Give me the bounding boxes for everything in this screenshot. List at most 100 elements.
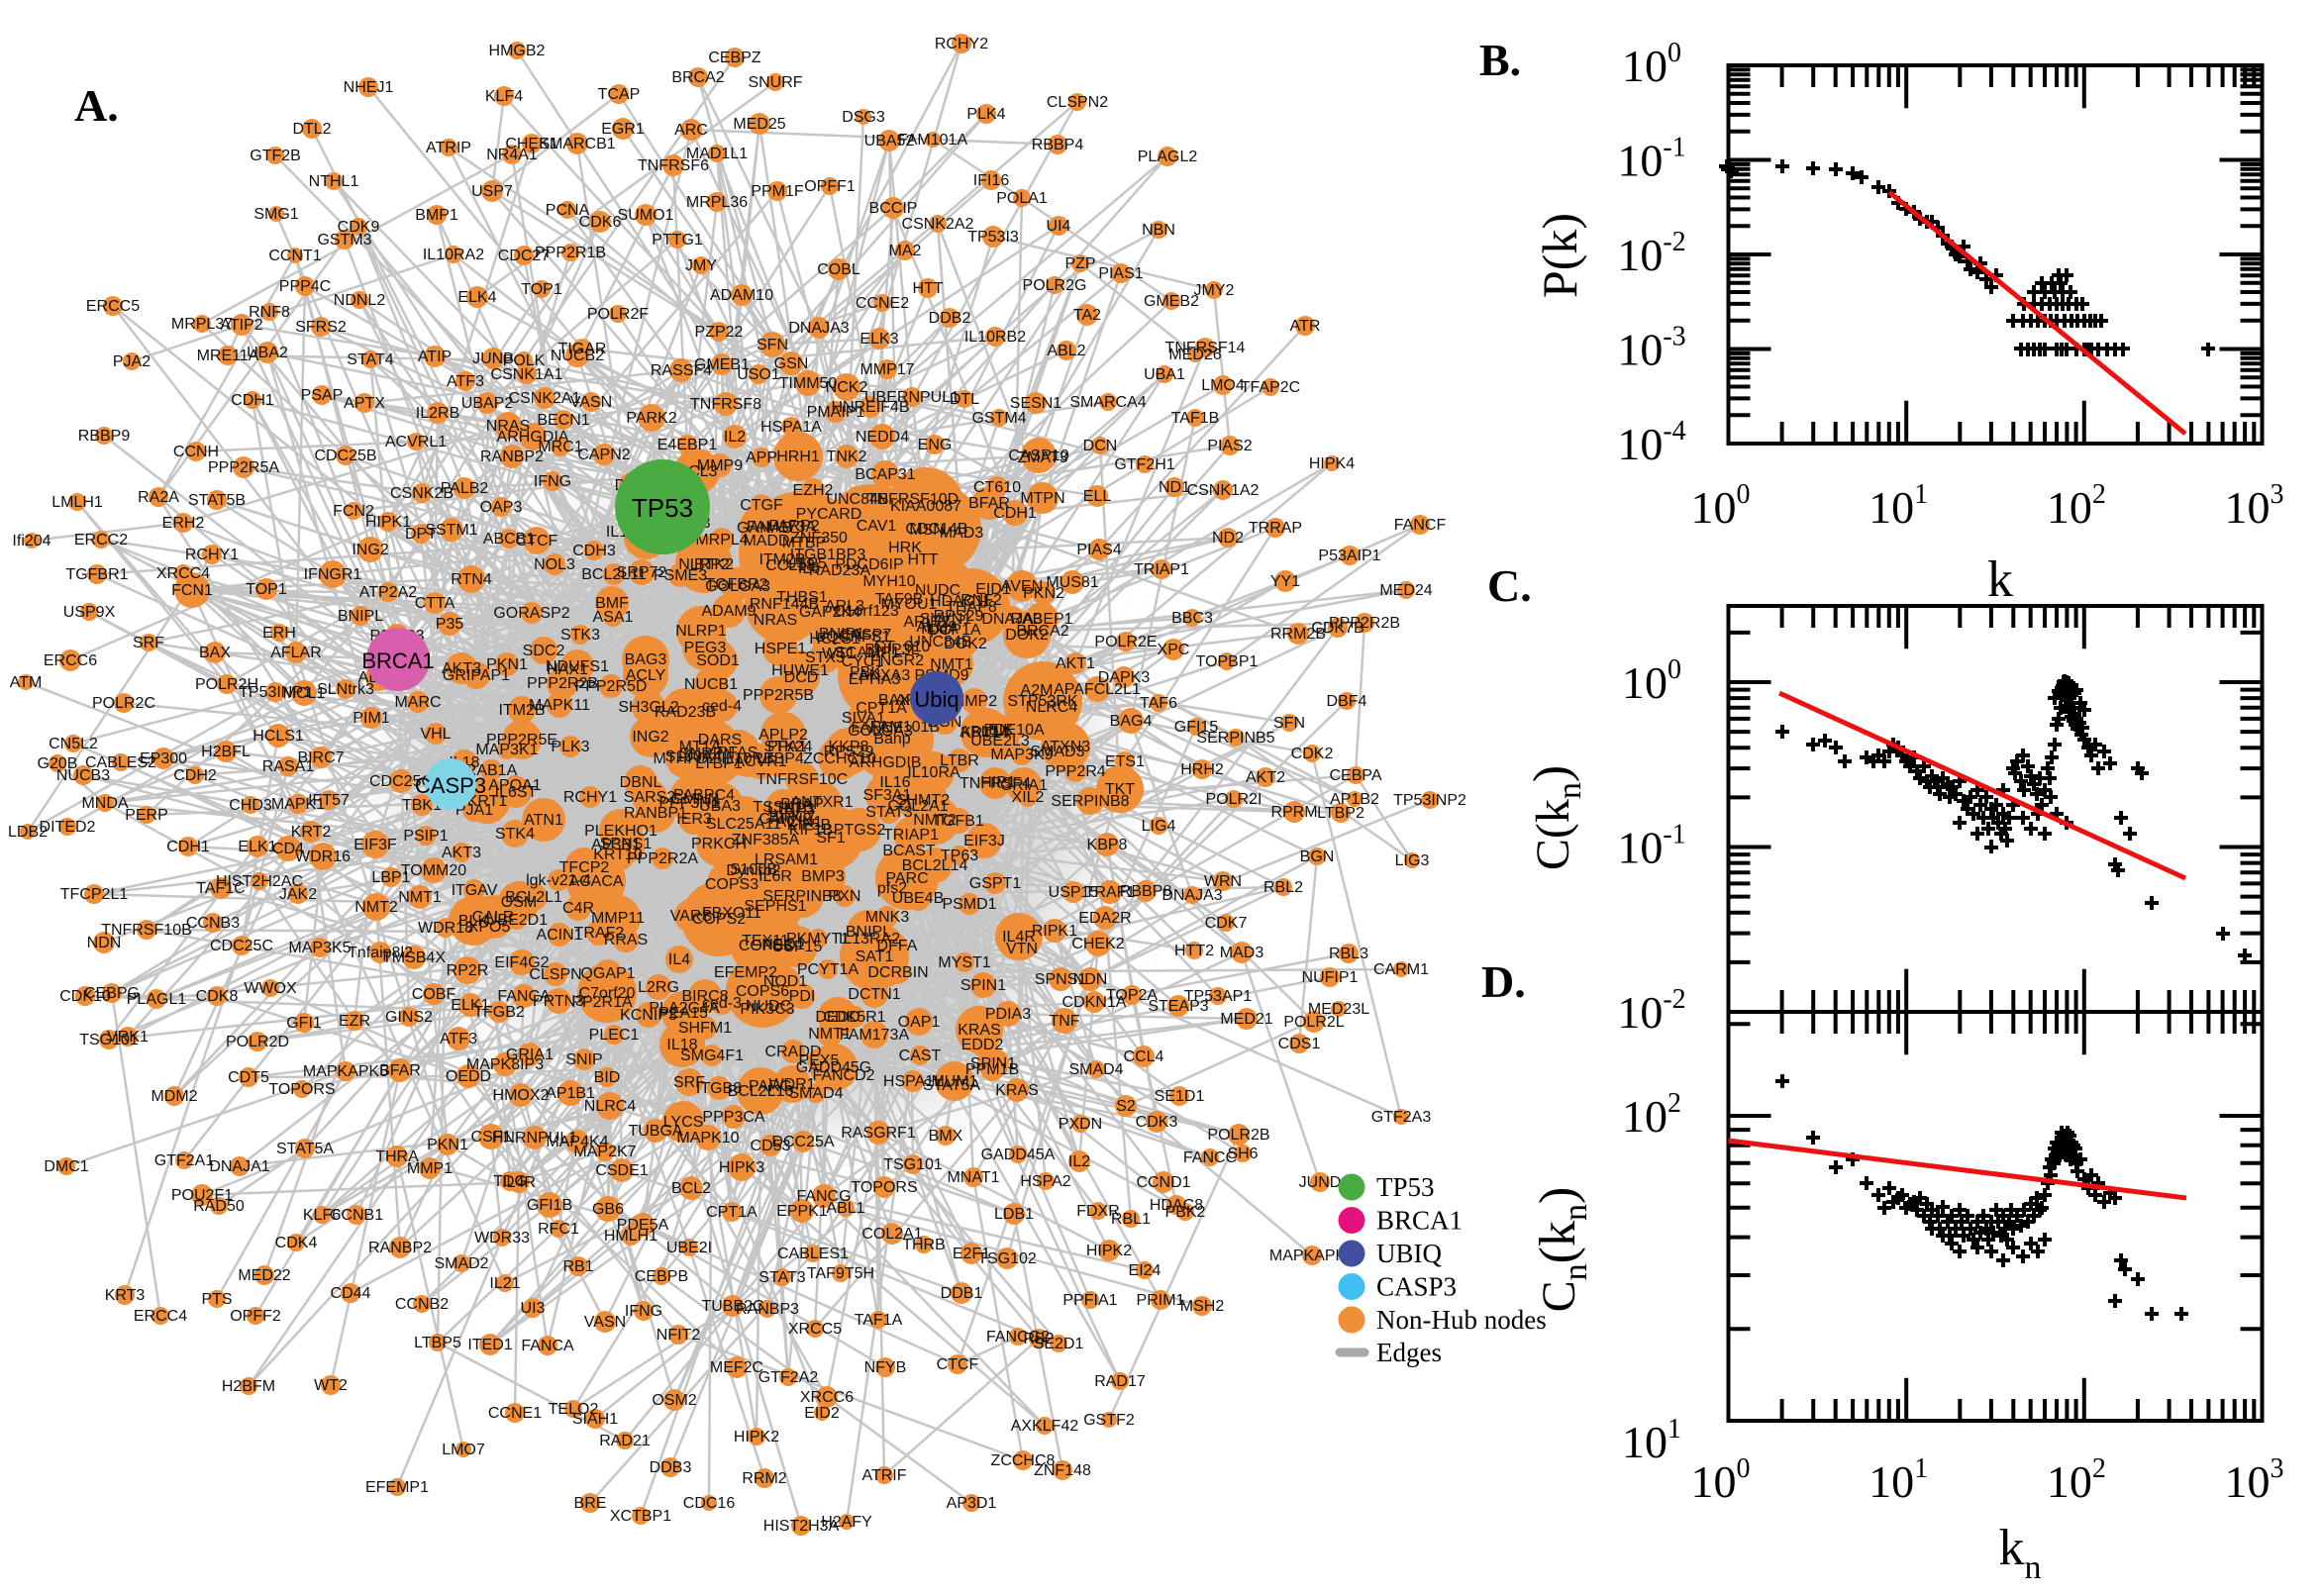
svg-text:NUDC: NUDC	[915, 582, 960, 599]
svg-text:PPP3R1: PPP3R1	[658, 795, 719, 812]
svg-text:SH3GL2: SH3GL2	[618, 699, 678, 716]
svg-text:TRRAP: TRRAP	[1249, 520, 1302, 537]
svg-text:VHL: VHL	[420, 726, 451, 743]
svg-text:PPFIA1: PPFIA1	[1062, 1292, 1117, 1309]
svg-text:RFC1: RFC1	[538, 1221, 579, 1238]
svg-text:ABL1: ABL1	[826, 1200, 864, 1217]
svg-text:PP2R1A: PP2R1A	[571, 994, 633, 1011]
svg-text:IL2: IL2	[1068, 1153, 1090, 1170]
svg-text:EFEMP1: EFEMP1	[365, 1479, 429, 1496]
svg-text:k: k	[1987, 551, 2013, 608]
svg-text:BCAP31: BCAP31	[855, 466, 915, 483]
svg-text:NFIT2: NFIT2	[656, 1327, 701, 1344]
svg-text:LIG4: LIG4	[1142, 818, 1176, 835]
svg-text:TELO2: TELO2	[549, 1401, 599, 1418]
svg-text:GTF2A2: GTF2A2	[758, 1369, 819, 1386]
svg-text:HAX1: HAX1	[547, 661, 588, 678]
svg-text:BECN1: BECN1	[537, 412, 589, 429]
svg-text:JMY: JMY	[685, 257, 717, 274]
svg-text:SFN: SFN	[1273, 715, 1305, 732]
svg-text:MTBP: MTBP	[782, 535, 826, 551]
svg-text:GSTM3: GSTM3	[317, 232, 371, 249]
svg-text:TOP1: TOP1	[521, 281, 562, 298]
svg-text:CSDE1: CSDE1	[595, 1162, 648, 1179]
svg-text:pfs2: pfs2	[877, 880, 907, 897]
svg-text:DTL: DTL	[950, 391, 979, 408]
svg-text:ATF3: ATF3	[447, 373, 484, 390]
svg-text:KRAS: KRAS	[995, 1082, 1039, 1099]
svg-text:COBL: COBL	[817, 261, 860, 278]
svg-text:QGAP1: QGAP1	[580, 965, 635, 982]
svg-text:POLA1: POLA1	[996, 190, 1048, 207]
svg-text:NMT1: NMT1	[398, 889, 442, 906]
svg-text:RCHY1: RCHY1	[185, 547, 239, 563]
svg-text:LTBP3: LTBP3	[767, 801, 815, 818]
svg-text:TNK2: TNK2	[827, 449, 867, 465]
svg-text:BCCIP: BCCIP	[869, 200, 918, 217]
svg-text:XRCC5: XRCC5	[788, 1321, 842, 1338]
svg-text:FCN1: FCN1	[171, 582, 213, 599]
svg-text:ERH: ERH	[262, 625, 296, 642]
svg-text:KLF4: KLF4	[485, 88, 523, 105]
svg-text:BAG4: BAG4	[1110, 713, 1153, 730]
svg-text:CDS1: CDS1	[1278, 1036, 1321, 1052]
svg-text:PIAS4: PIAS4	[1076, 542, 1121, 558]
svg-text:APOA1: APOA1	[488, 777, 541, 794]
svg-text:TSG101: TSG101	[883, 1156, 943, 1173]
svg-text:HSPA1A: HSPA1A	[760, 419, 822, 436]
svg-text:PARG: PARG	[749, 1078, 792, 1095]
svg-text:PPM1F: PPM1F	[751, 183, 804, 200]
svg-text:PPP2R5A: PPP2R5A	[208, 459, 279, 476]
svg-text:POLR2E: POLR2E	[1094, 634, 1157, 650]
svg-text:GADD45A: GADD45A	[981, 1147, 1056, 1163]
svg-text:LMLH1: LMLH1	[51, 494, 103, 511]
svg-text:PYCARD: PYCARD	[796, 506, 862, 523]
svg-text:POLR2B: POLR2B	[1207, 1127, 1269, 1144]
svg-text:VRK1: VRK1	[107, 1029, 149, 1046]
svg-text:IL2: IL2	[724, 429, 746, 446]
svg-text:LDB1: LDB1	[994, 1206, 1034, 1223]
svg-text:P35: P35	[436, 616, 464, 633]
svg-text:C(kn): C(kn)	[1524, 765, 1588, 870]
svg-text:TOPORS: TOPORS	[268, 1081, 335, 1098]
svg-text:JUND: JUND	[1299, 1174, 1342, 1191]
svg-text:TRIAP1: TRIAP1	[1134, 561, 1189, 578]
svg-text:RTN4: RTN4	[451, 571, 492, 588]
svg-text:MYH10: MYH10	[862, 573, 915, 590]
svg-text:RCHY2: RCHY2	[935, 36, 988, 52]
svg-text:PSIP1: PSIP1	[403, 828, 448, 845]
svg-text:C.: C.	[1487, 560, 1532, 611]
svg-text:XPC: XPC	[1158, 642, 1190, 658]
svg-text:CSNK2A1: CSNK2A1	[509, 390, 581, 407]
svg-text:GFI1B: GFI1B	[527, 1197, 572, 1214]
svg-text:BMP1: BMP1	[415, 207, 458, 224]
svg-text:AKT2: AKT2	[1246, 769, 1285, 786]
svg-text:PSMD1: PSMD1	[942, 896, 996, 913]
svg-text:PCYT1A: PCYT1A	[797, 961, 859, 978]
svg-text:TP53: TP53	[1376, 1172, 1435, 1202]
svg-text:UBIQ: UBIQ	[1376, 1239, 1442, 1268]
svg-text:HCLS1: HCLS1	[252, 728, 304, 745]
svg-text:CDK4: CDK4	[275, 1235, 318, 1251]
svg-text:TCAP: TCAP	[598, 86, 641, 103]
svg-text:BRE: BRE	[574, 1495, 607, 1512]
svg-text:TUBGA: TUBGA	[628, 1123, 682, 1140]
svg-text:PEG3: PEG3	[684, 640, 727, 656]
svg-text:LMO7: LMO7	[442, 1442, 485, 1458]
svg-text:CAST: CAST	[899, 1047, 942, 1064]
svg-text:CDC16: CDC16	[683, 1495, 736, 1512]
svg-text:MED23L: MED23L	[1308, 1001, 1369, 1018]
svg-text:MAP3K1: MAP3K1	[475, 742, 538, 758]
svg-text:PPP3CA: PPP3CA	[702, 1109, 764, 1126]
svg-text:PTGS2: PTGS2	[834, 822, 886, 839]
svg-text:EID1: EID1	[975, 581, 1011, 598]
svg-text:PBK: PBK	[850, 664, 881, 681]
svg-text:Non-Hub nodes: Non-Hub nodes	[1376, 1305, 1547, 1335]
svg-text:LBP1: LBP1	[371, 869, 410, 886]
svg-text:MAPKAPK5: MAPKAPK5	[303, 1063, 388, 1080]
svg-text:DCTN1: DCTN1	[848, 986, 900, 1003]
svg-text:ITGAV: ITGAV	[452, 882, 498, 899]
svg-text:NOL3: NOL3	[534, 556, 575, 573]
svg-text:XRCC6: XRCC6	[800, 1389, 854, 1406]
svg-text:UBE2D1: UBE2D1	[486, 912, 548, 929]
